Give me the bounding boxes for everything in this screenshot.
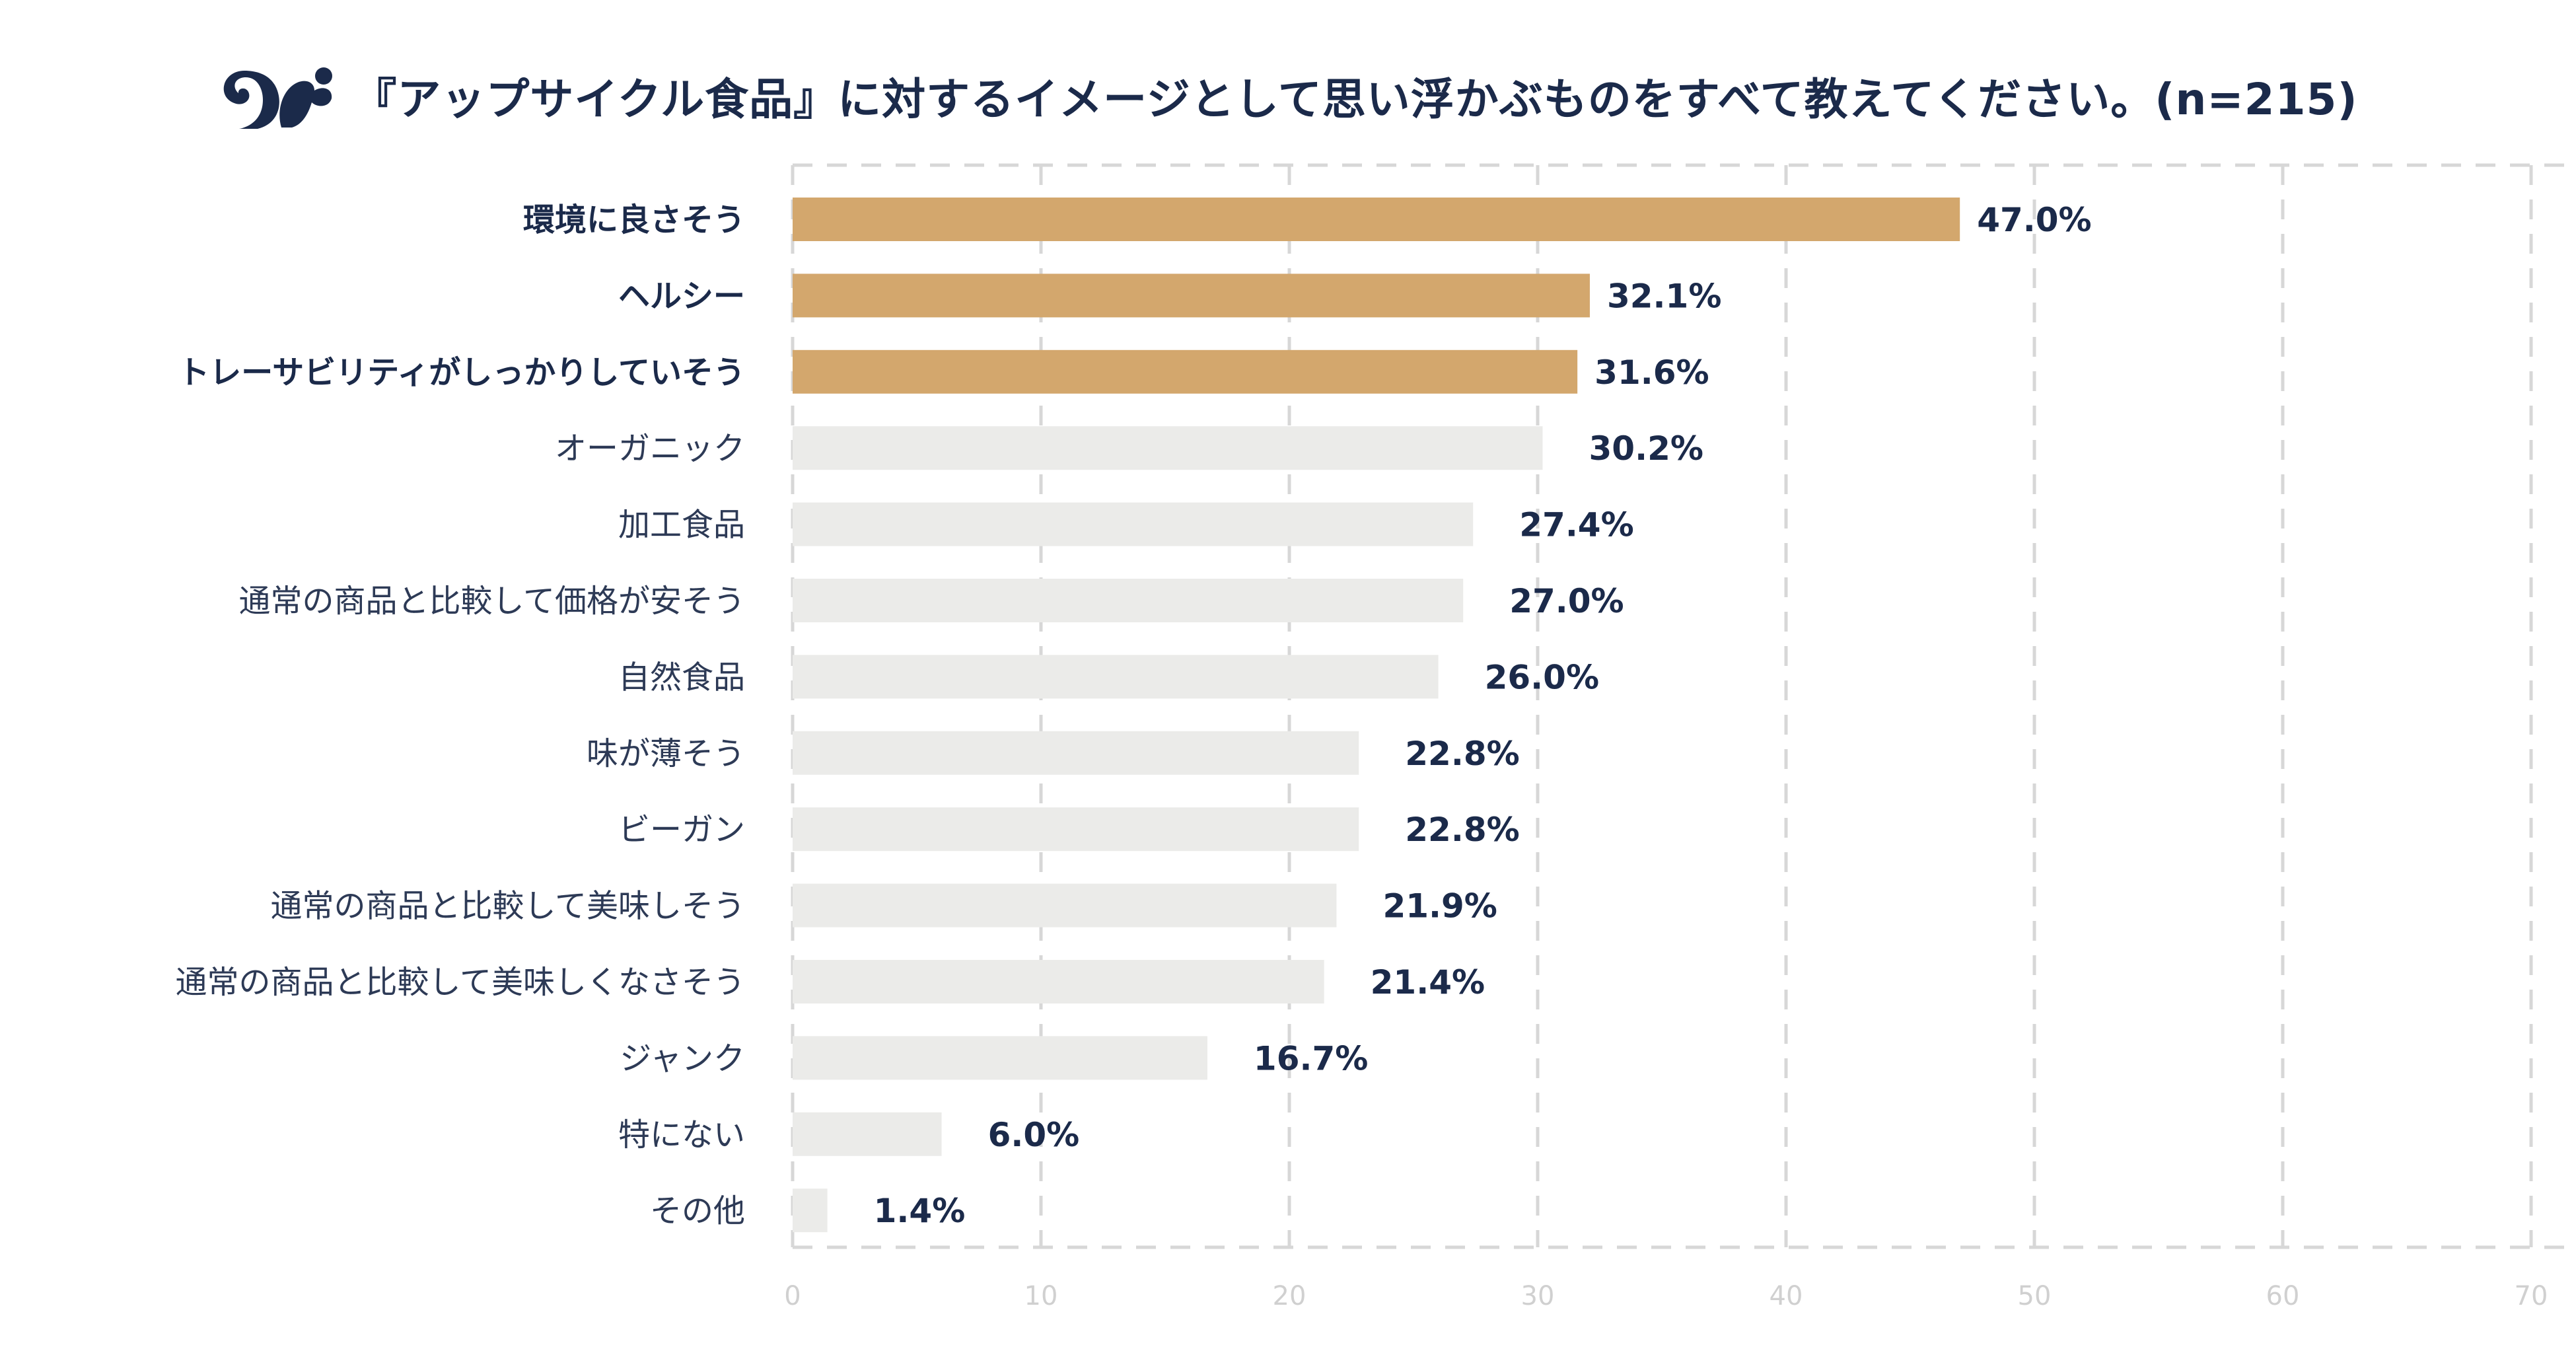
x-tick-label: 60 [2266,1281,2300,1311]
category-labels: 環境に良さそうヘルシートレーサビリティがしっかりしていそうオーガニック加工食品通… [175,201,745,1229]
category-label: 通常の商品と比較して美味しそう [270,888,745,925]
title-area: 『アップサイクル食品』に対するイメージとして思い浮かぶものをすべて教えてください… [0,46,2576,145]
category-label: 味が薄そう [587,735,745,772]
category-label: ジャンク [620,1040,745,1077]
bar [793,1112,942,1156]
bar [793,502,1474,546]
category-label: 通常の商品と比較して価格が安そう [238,583,745,620]
value-label: 31.6% [1594,353,1709,392]
bar [793,273,1590,318]
value-labels: 47.0% 32.1% 31.6% 30.2% 27.4% 27.0% 26.0% 22.8%… [874,201,2092,1230]
x-tick-label: 70 [2515,1281,2548,1311]
value-label: 22.8% [1405,811,1519,849]
value-label: 6.0% [988,1116,1080,1154]
value-label: 26.0% [1485,658,1599,696]
category-label: 自然食品 [618,659,745,696]
category-label: ビーガン [618,811,745,848]
bars [793,198,1960,1233]
x-tick-label: 10 [1024,1281,1058,1311]
bar [793,883,1337,928]
bar [793,426,1543,470]
value-label: 21.4% [1371,963,1485,1002]
category-label: オーガニック [555,430,745,467]
grid-lines [791,163,2576,1249]
category-label: 通常の商品と比較して美味しくなさそう [175,964,745,1001]
value-label: 47.0% [1977,201,2091,239]
bar [793,349,1578,394]
x-tick-label: 20 [1273,1281,1306,1311]
category-label: 特にない [618,1116,745,1153]
squirrel-logo-icon [224,67,333,129]
bar [793,655,1439,699]
value-label: 16.7% [1254,1039,1368,1077]
bar [793,1188,828,1233]
bar [793,807,1359,852]
x-tick-label: 40 [1770,1281,1803,1311]
x-tick-label: 50 [2018,1281,2052,1311]
bar [793,198,1960,241]
value-label: 22.8% [1405,735,1519,773]
value-label: 1.4% [874,1192,966,1230]
category-label: ヘルシー [618,277,745,314]
category-label: 環境に良さそう [523,201,745,238]
category-label: トレーサビリティがしっかりしていそう [178,354,745,391]
x-tick-label: 30 [1521,1281,1555,1311]
x-axis-ticks: 0 10 20 30 40 50 60 70 [784,1281,2548,1311]
value-label: 30.2% [1589,429,1703,468]
chart-title: 『アップサイクル食品』に対するイメージとして思い浮かぶものをすべて教えてください… [353,74,2358,125]
bar [793,960,1324,1003]
category-label: 加工食品 [618,507,745,544]
category-label: その他 [650,1192,745,1229]
bar [793,579,1464,622]
value-label: 27.4% [1519,506,1633,544]
value-label: 32.1% [1607,277,1721,315]
x-tick-label: 0 [784,1281,801,1311]
value-label: 27.0% [1509,582,1624,620]
bar [793,731,1359,775]
value-label: 21.9% [1382,887,1497,926]
bar [793,1036,1207,1080]
